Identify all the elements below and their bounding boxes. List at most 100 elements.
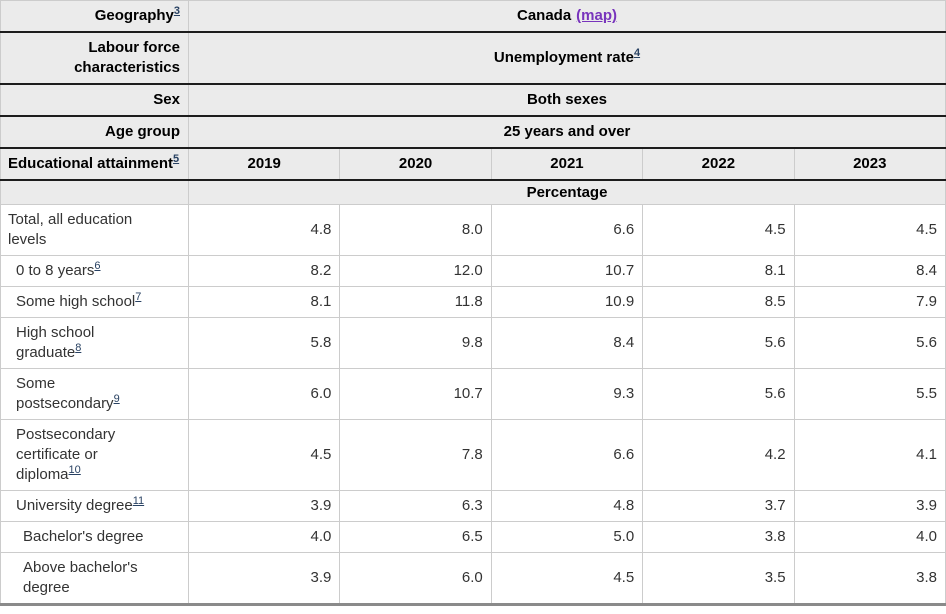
row-label: University degree11 <box>0 490 189 522</box>
age-group-row: Age group 25 years and over <box>0 116 946 149</box>
row-footnote: 8 <box>75 340 81 354</box>
value-cell: 8.4 <box>793 255 946 287</box>
value-cell: 10.7 <box>490 255 643 287</box>
table-row: High school graduate8 5.8 9.8 8.4 5.6 5.6 <box>0 317 946 369</box>
value-cell: 8.2 <box>187 255 340 287</box>
row-label: Total, all education levels <box>0 204 189 256</box>
value-cell: 10.9 <box>490 286 643 318</box>
value-cell: 9.8 <box>339 317 492 369</box>
characteristics-header: Labour force characteristics <box>0 32 189 85</box>
row-label: Some postsecondary9 <box>0 368 189 420</box>
row-footnote: 9 <box>114 391 120 405</box>
value-cell: 3.9 <box>187 552 340 605</box>
table-row: Above bachelor's degree 3.9 6.0 4.5 3.5 3.8 <box>0 552 946 605</box>
geography-header: Geography3 <box>0 0 189 33</box>
row-footnote: 10 <box>69 462 81 476</box>
value-cell: 3.8 <box>642 521 795 553</box>
value-cell: 6.6 <box>490 419 643 491</box>
value-cell: 9.3 <box>490 368 643 420</box>
value-cell: 6.3 <box>339 490 492 522</box>
value-cell: 6.0 <box>339 552 492 605</box>
unit-row-stub-cell <box>0 180 189 205</box>
row-footnote-link[interactable]: 9 <box>113 393 120 405</box>
unit-label-cell: Percentage <box>188 180 946 205</box>
table-row: Some postsecondary9 6.0 10.7 9.3 5.6 5.5 <box>0 368 946 420</box>
value-cell: 3.9 <box>187 490 340 522</box>
row-footnote-link[interactable]: 7 <box>135 291 142 303</box>
value-cell: 8.0 <box>339 204 492 256</box>
value-cell: 4.5 <box>490 552 643 605</box>
value-cell: 4.5 <box>642 204 795 256</box>
characteristics-footnote: 4 <box>634 45 640 59</box>
characteristics-row: Labour force characteristics Unemploymen… <box>0 32 946 85</box>
row-footnote-link[interactable]: 10 <box>68 464 81 476</box>
education-footnote-link[interactable]: 5 <box>173 153 180 165</box>
table-body: Total, all education levels 4.8 8.0 6.6 4.5 4… <box>0 204 946 605</box>
sex-label: Sex <box>153 91 180 108</box>
value-cell: 8.4 <box>490 317 643 369</box>
age-group-header: Age group <box>0 116 189 149</box>
row-label: Bachelor's degree <box>0 521 189 553</box>
row-footnote-link[interactable]: 6 <box>94 260 101 272</box>
row-footnote-link[interactable]: 8 <box>75 342 82 354</box>
value-cell: 6.6 <box>490 204 643 256</box>
education-header: Educational attainment5 <box>0 148 189 181</box>
value-cell: 6.0 <box>187 368 340 420</box>
education-footnote: 5 <box>173 151 179 165</box>
value-cell: 5.6 <box>642 368 795 420</box>
row-label: Postsecondary certificate or diploma10 <box>0 419 189 491</box>
geography-value-cell: Canada (map) <box>188 0 946 33</box>
value-cell: 3.5 <box>642 552 795 605</box>
row-label: Above bachelor's degree <box>0 552 189 605</box>
value-cell: 3.7 <box>642 490 795 522</box>
map-link[interactable]: (map) <box>576 7 618 24</box>
age-group-value: 25 years and over <box>503 123 631 140</box>
sex-value: Both sexes <box>526 91 608 108</box>
value-cell: 12.0 <box>339 255 492 287</box>
geography-footnote: 3 <box>174 3 180 17</box>
row-label: Some high school7 <box>0 286 189 318</box>
sex-header: Sex <box>0 84 189 117</box>
table-row: Postsecondary certificate or diploma10 4.… <box>0 419 946 491</box>
unit-row: Percentage <box>0 180 946 205</box>
characteristics-footnote-link[interactable]: 4 <box>633 47 641 59</box>
value-cell: 10.7 <box>339 368 492 420</box>
education-label: Educational attainment <box>8 155 174 172</box>
value-cell: 7.8 <box>339 419 492 491</box>
year-column-header: 2022 <box>642 148 795 181</box>
value-cell: 4.0 <box>187 521 340 553</box>
value-cell: 7.9 <box>793 286 946 318</box>
row-footnote: 11 <box>133 493 144 507</box>
value-cell: 4.2 <box>642 419 795 491</box>
row-label: 0 to 8 years6 <box>0 255 189 287</box>
table-row: Some high school7 8.1 11.8 10.9 8.5 7.9 <box>0 286 946 318</box>
year-column-header: 2020 <box>339 148 492 181</box>
year-column-header: 2021 <box>490 148 643 181</box>
year-header-row: Educational attainment5 2019 2020 2021 2… <box>0 148 946 181</box>
table-row: Bachelor's degree 4.0 6.5 5.0 3.8 4.0 <box>0 521 946 553</box>
value-cell: 6.5 <box>339 521 492 553</box>
year-column-header: 2023 <box>793 148 946 181</box>
geography-value: Canada <box>516 7 572 24</box>
table-row: 0 to 8 years6 8.2 12.0 10.7 8.1 8.4 <box>0 255 946 287</box>
sex-value-cell: Both sexes <box>188 84 946 117</box>
geography-footnote-link[interactable]: 3 <box>173 5 180 17</box>
age-group-value-cell: 25 years and over <box>188 116 946 149</box>
value-cell: 4.5 <box>793 204 946 256</box>
value-cell: 8.5 <box>642 286 795 318</box>
geography-label: Geography <box>94 7 174 24</box>
value-cell: 4.5 <box>187 419 340 491</box>
row-footnote-link[interactable]: 11 <box>132 495 145 507</box>
value-cell: 4.8 <box>490 490 643 522</box>
row-footnote: 7 <box>135 289 141 303</box>
value-cell: 8.1 <box>642 255 795 287</box>
age-group-label: Age group <box>105 123 180 140</box>
value-cell: 4.0 <box>793 521 946 553</box>
value-cell: 5.0 <box>490 521 643 553</box>
value-cell: 5.8 <box>187 317 340 369</box>
value-cell: 5.6 <box>642 317 795 369</box>
table-row: Total, all education levels 4.8 8.0 6.6 4.5 4… <box>0 204 946 256</box>
row-footnote: 6 <box>94 258 100 272</box>
